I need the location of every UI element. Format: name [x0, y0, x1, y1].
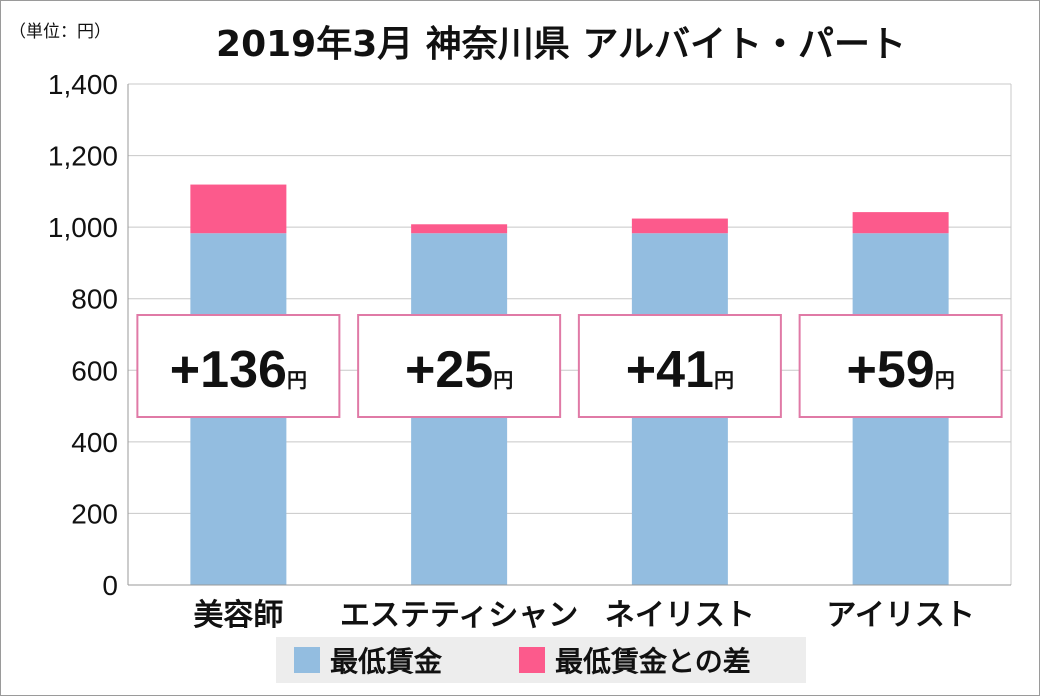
annotation-box: [357, 314, 562, 418]
annotation-sign: +: [405, 341, 435, 399]
y-tick-label: 400: [71, 427, 118, 458]
category-label: 美容師: [193, 598, 283, 633]
y-tick-label: 200: [71, 498, 118, 529]
annotation-box: [136, 314, 341, 418]
annotation-value: 59: [877, 341, 935, 399]
legend-label: 最低賃金との差: [555, 645, 751, 678]
y-tick-label: 800: [71, 284, 118, 315]
y-tick-label: 1,000: [48, 212, 118, 243]
annotation-sign: +: [626, 341, 656, 399]
annotation-value: 136: [200, 341, 287, 399]
difference-annotations: +136円 +25円 +41円 +59円: [136, 314, 1003, 418]
axes: 0 200 400 600 800 1,000 1,200 1,400 美容師 エステティシャンネ…: [48, 69, 1011, 633]
y-tick-label: 0: [102, 570, 118, 601]
annotation-value: 41: [656, 341, 714, 399]
annotation-sign: +: [170, 341, 200, 399]
y-tick-label: 1,400: [48, 69, 118, 100]
legend-swatch: [519, 647, 545, 673]
annotation-sign: +: [847, 341, 877, 399]
annotation-box: [798, 314, 1003, 418]
category-label: エステティシャン: [340, 598, 578, 633]
unit-label: （単位：円）: [9, 22, 111, 42]
chart-title: 2019年3月 神奈川県 アルバイト・パート: [216, 24, 906, 65]
annotation-text: +25円: [405, 341, 513, 399]
annotation-text: +136円: [170, 341, 307, 399]
category-label: アイリスト: [826, 598, 975, 633]
annotation-text: +41円: [626, 341, 734, 399]
legend-swatch: [294, 647, 320, 673]
annotation-box: [577, 314, 782, 418]
annotation-unit: 円: [287, 368, 307, 392]
legend: 最低賃金 最低賃金との差: [276, 637, 806, 683]
y-tick-label: 600: [71, 355, 118, 386]
annotation-unit: 円: [714, 368, 734, 392]
category-label: ネイリスト: [605, 598, 755, 633]
bar-wage-difference: [631, 218, 728, 234]
annotation-unit: 円: [935, 368, 955, 392]
bar-wage-difference: [411, 224, 508, 234]
legend-label: 最低賃金: [330, 645, 443, 678]
y-tick-label: 1,200: [48, 141, 118, 172]
annotation-unit: 円: [493, 368, 513, 392]
annotation-value: 25: [435, 341, 493, 399]
bar-wage-difference: [190, 184, 287, 234]
bar-wage-difference: [852, 212, 949, 234]
annotation-text: +59円: [847, 341, 955, 399]
